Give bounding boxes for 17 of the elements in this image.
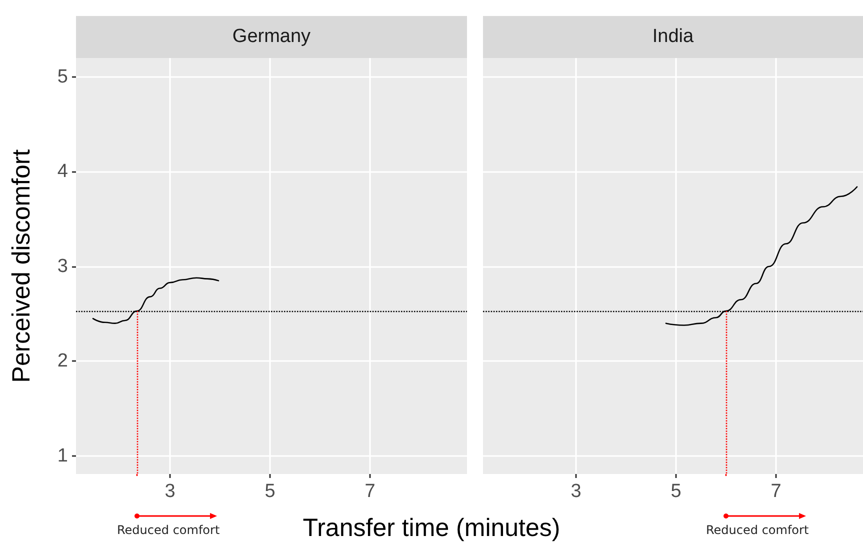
x-tick-label: 3 [570,481,582,502]
y-tick-label: 2 [57,350,68,372]
y-tick-label: 5 [57,66,68,88]
x-tick-label: 3 [164,481,176,502]
y-tick-label: 3 [57,256,68,277]
x-tick-label: 5 [670,481,682,502]
x-tick-label: 5 [264,481,276,502]
text: Reduced comfort [117,523,220,537]
y-axis-title: Perceived discomfort [8,149,36,383]
text: Reduced comfort [706,523,809,537]
x-axis-title: Transfer time (minutes) [302,514,560,542]
x-tick-label: 7 [364,481,376,502]
chart-title: Germany [76,16,467,58]
y-tick-label: 1 [57,445,68,466]
y-tick-label: 4 [57,161,68,182]
x-tick-label: 7 [770,481,782,502]
chart-title: India [483,16,863,58]
